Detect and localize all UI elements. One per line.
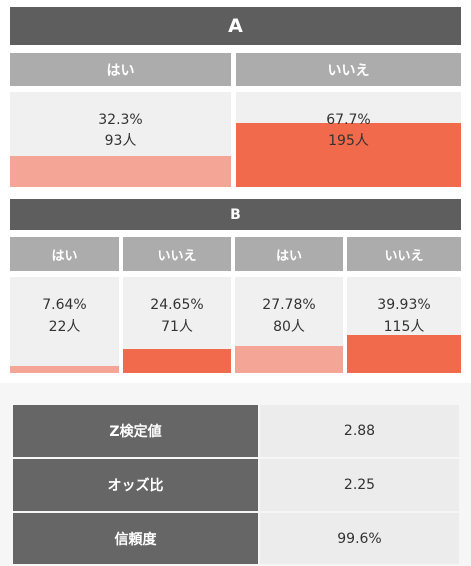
- group-b-col3-bar: [235, 346, 343, 373]
- group-b-col1-cell: 7.64% 22人: [10, 277, 119, 373]
- confidence-value: 99.6%: [260, 513, 459, 564]
- group-b-col2-header: いいえ: [123, 237, 231, 271]
- group-a-yes-bar: [10, 156, 231, 187]
- group-a-yes-percent: 32.3%: [98, 112, 143, 128]
- group-b-col3-percent: 27.78%: [262, 297, 316, 313]
- odds-ratio-value: 2.25: [260, 459, 459, 511]
- group-a-no-bar: [236, 122, 461, 187]
- group-b-title: B: [10, 199, 461, 230]
- group-a-title: A: [10, 7, 461, 45]
- group-a-no-count: 195人: [328, 133, 369, 149]
- group-b-col1-percent: 7.64%: [42, 297, 87, 313]
- group-b-col3-count: 80人: [273, 319, 305, 335]
- group-a-yes-header: はい: [10, 53, 231, 86]
- group-b-col4-percent: 39.93%: [377, 297, 431, 313]
- group-b-col2-percent: 24.65%: [150, 297, 204, 313]
- group-b-col1-bar: [10, 365, 119, 373]
- odds-ratio-label: オッズ比: [13, 459, 258, 511]
- group-b-col3-cell: 27.78% 80人: [235, 277, 343, 373]
- group-a-yes-count: 93人: [104, 133, 137, 149]
- group-a-no-cell: 67.7% 195人: [236, 92, 461, 187]
- confidence-label: 信頼度: [13, 513, 258, 564]
- group-a-no-percent: 67.7%: [326, 112, 371, 128]
- group-b-col1-count: 22人: [48, 319, 81, 335]
- group-b-col4-header: いいえ: [347, 237, 461, 271]
- z-test-value: 2.88: [260, 405, 459, 457]
- group-b-col4-count: 115人: [383, 319, 425, 335]
- z-test-label: Z検定値: [13, 405, 258, 457]
- group-b-col3-header: はい: [235, 237, 343, 271]
- group-b-col2-cell: 24.65% 71人: [123, 277, 231, 373]
- group-b-col4-bar: [347, 334, 461, 373]
- group-a-no-header: いいえ: [236, 53, 461, 86]
- group-b-col2-count: 71人: [161, 319, 193, 335]
- group-b-col2-bar: [123, 349, 231, 373]
- group-b-col4-cell: 39.93% 115人: [347, 277, 461, 373]
- group-a-yes-cell: 32.3% 93人: [10, 92, 231, 187]
- group-b-col1-header: はい: [10, 237, 119, 271]
